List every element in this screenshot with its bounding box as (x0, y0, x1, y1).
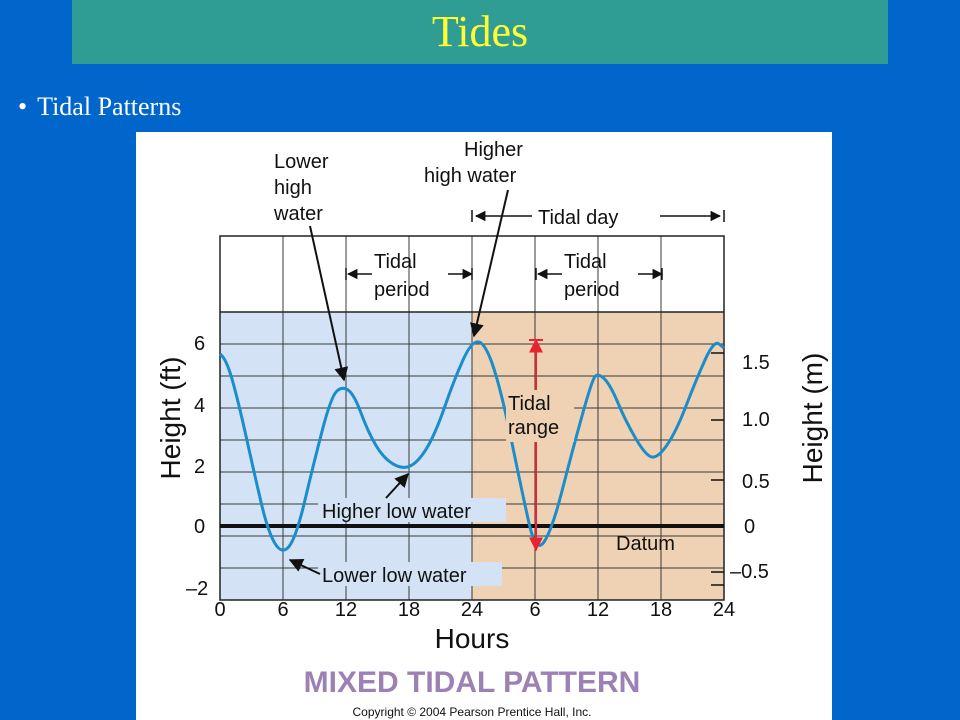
x-tick-labels: 0 6 12 18 24 6 12 18 24 (214, 599, 735, 621)
x-tick-label: 6 (529, 599, 540, 621)
lower-high-water-arrow (309, 225, 349, 382)
left-tick-neg2: –2 (186, 578, 208, 600)
chart-frame (219, 235, 725, 601)
tidal-day-label: Tidal day (538, 207, 618, 229)
tide-curve (219, 340, 725, 552)
slide-title: Tides (431, 7, 529, 56)
right-tick-neg0.5: –0.5 (730, 561, 769, 583)
lower-low-water-label: Lower low water (322, 565, 467, 587)
x-tick-label: 18 (398, 599, 420, 621)
right-tick-0: 0 (744, 516, 755, 538)
tidal-range-label-bg (506, 390, 574, 442)
higher-low-water-label-bg (318, 498, 506, 522)
right-tick-1.5: 1.5 (742, 352, 770, 374)
tide-figure: Tidal range Lower high water Higher high… (136, 132, 832, 720)
right-tick-marks (711, 352, 724, 586)
lower-low-water-label-bg (318, 562, 502, 586)
left-tick-4: 4 (194, 395, 205, 417)
x-axis-title: Hours (435, 623, 510, 654)
x-tick-label: 0 (214, 599, 225, 621)
right-axis-title: Height (m) (797, 353, 828, 484)
tide-diagram: Tidal range Lower high water Higher high… (155, 139, 828, 719)
left-axis-title: Height (ft) (155, 357, 186, 480)
lower-low-water-arrow (288, 558, 321, 575)
left-tick-2: 2 (194, 456, 205, 478)
right-tick-1.0: 1.0 (742, 409, 770, 431)
right-tick-0.5: 0.5 (742, 471, 770, 493)
datum-label: Datum (616, 533, 675, 555)
left-tick-0: 0 (194, 516, 205, 538)
lower-high-water-label-3: water (273, 203, 323, 225)
tidal-period-2-label-1: Tidal (564, 251, 607, 273)
pattern-title: MIXED TIDAL PATTERN (304, 666, 641, 699)
x-tick-label: 24 (461, 599, 483, 621)
higher-high-water-label-2: high water (424, 165, 517, 187)
tidal-period-2-label-2: period (564, 279, 620, 301)
x-tick-label: 12 (335, 599, 357, 621)
copyright-text: Copyright © 2004 Pearson Prentice Hall, … (353, 705, 592, 719)
bullet-text: Tidal Patterns (37, 92, 182, 121)
bullet-item: • Tidal Patterns (18, 92, 181, 122)
higher-low-water-arrow (385, 472, 409, 499)
bullet-dot: • (18, 92, 28, 121)
tidal-period-1-label-2: period (374, 279, 430, 301)
tidal-range-label-2: range (508, 417, 559, 439)
tidal-range-label-1: Tidal (508, 393, 551, 415)
lower-high-water-label-1: Lower (274, 151, 329, 173)
higher-high-water-label-1: Higher (464, 139, 523, 161)
lower-high-water-label-2: high (274, 177, 312, 199)
higher-low-water-label: Higher low water (322, 501, 471, 523)
x-tick-label: 6 (277, 599, 288, 621)
x-tick-label: 18 (650, 599, 672, 621)
left-tick-6: 6 (194, 333, 205, 355)
x-tick-label: 24 (713, 599, 735, 621)
tidal-period-1-label-1: Tidal (374, 251, 417, 273)
title-bar: Tides (72, 0, 888, 64)
x-tick-label: 12 (587, 599, 609, 621)
higher-high-water-arrow (470, 189, 509, 338)
